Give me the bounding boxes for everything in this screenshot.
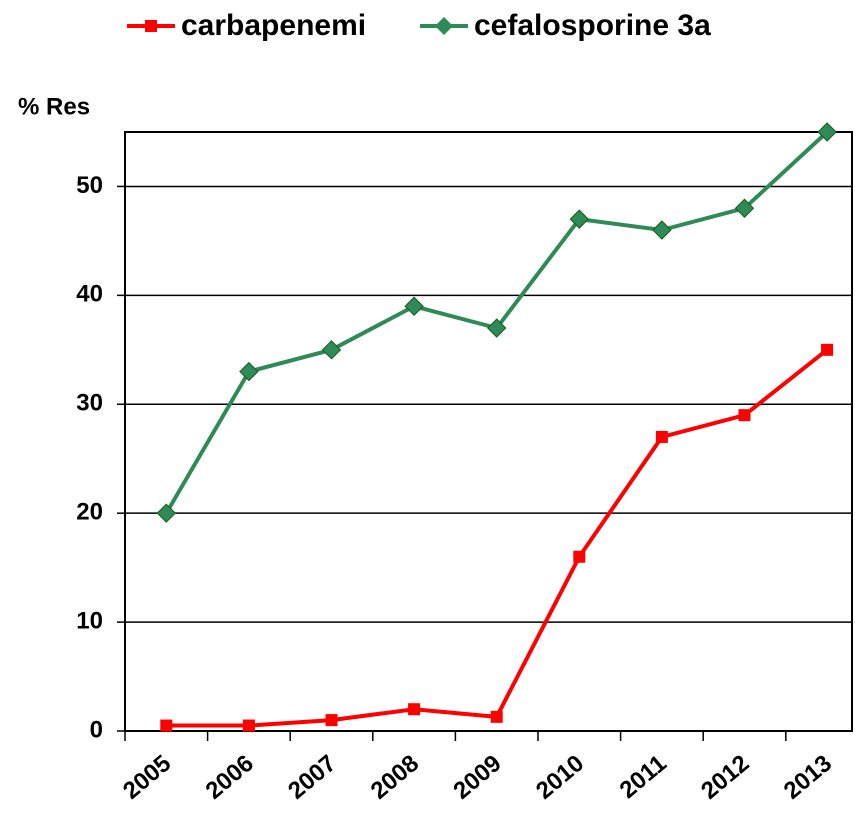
x-tick-label: 2013 (779, 750, 837, 805)
marker (652, 220, 672, 240)
x-tick-label: 2006 (201, 750, 259, 805)
x-tick-label: 2009 (448, 750, 506, 805)
marker (738, 409, 751, 422)
legend-marker (435, 17, 453, 35)
legend-label: cefalosporine 3a (474, 9, 711, 42)
legend-marker (145, 20, 157, 32)
x-tick-label: 2010 (531, 750, 589, 805)
legend-label: carbapenemi (181, 9, 366, 42)
y-tick-label: 10 (76, 607, 103, 634)
x-tick-label: 2012 (696, 750, 754, 805)
x-tick-label: 2008 (366, 750, 424, 805)
marker (573, 550, 586, 563)
marker (242, 719, 255, 732)
x-tick-label: 2007 (283, 750, 341, 805)
marker (569, 209, 590, 229)
marker (486, 318, 507, 338)
marker (321, 340, 342, 360)
marker (490, 710, 503, 723)
marker (655, 430, 668, 443)
y-tick-label: 20 (76, 499, 103, 526)
y-tick-label: 30 (76, 390, 103, 417)
x-tick-label: 2011 (615, 750, 672, 804)
series-line (166, 348, 829, 728)
marker (156, 503, 177, 523)
marker (734, 198, 755, 218)
marker (821, 343, 834, 356)
marker (817, 122, 837, 142)
y-axis-label: % Res (18, 93, 90, 120)
x-tick-label: 2005 (118, 750, 176, 805)
y-tick-label: 0 (90, 716, 103, 743)
y-tick-label: 40 (76, 281, 103, 308)
plot-border (124, 131, 853, 732)
marker (404, 296, 424, 316)
marker (325, 714, 338, 727)
y-tick-label: 50 (76, 172, 103, 199)
marker (160, 719, 173, 732)
marker (239, 361, 259, 382)
marker (408, 703, 421, 716)
